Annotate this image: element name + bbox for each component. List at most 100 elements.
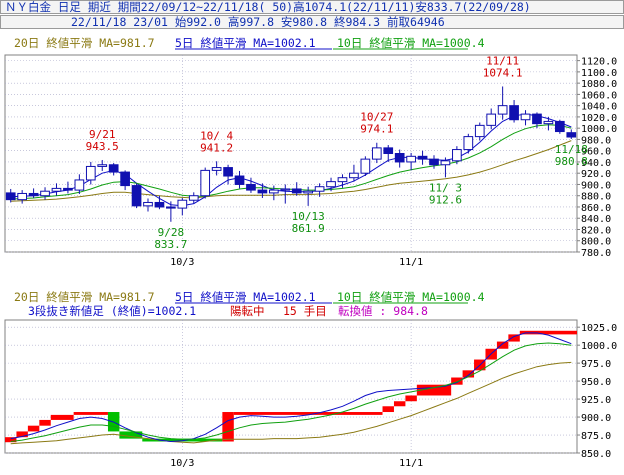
candle-y-tick-label: 800.0 [581, 237, 611, 248]
candle-annotation-high: 941.2 [200, 141, 233, 154]
candle-y-tick-label: 980.0 [581, 135, 611, 146]
tlb-brick-up [405, 395, 417, 402]
tlb-brick-up [5, 437, 17, 443]
candle-body [40, 190, 50, 197]
tlb-legend-ma20: 20日 終値平滑 MA=981.7 [14, 290, 155, 304]
chart-canvas[interactable]: 780.0800.0820.0840.0860.0880.0900.0920.0… [0, 30, 624, 475]
candle-body [371, 147, 382, 160]
candle-y-tick-label: 1080.0 [581, 79, 617, 90]
tlb-brick-up [416, 384, 452, 396]
tlb-brick-up [222, 412, 234, 442]
tlb-line-ma10 [10, 342, 572, 442]
candle-y-tick-label: 1100.0 [581, 68, 617, 79]
candle-body [520, 113, 531, 121]
tlb-info-reversal: 転換値 : 984.8 [338, 304, 428, 318]
candle-annotation-low: 11/ 3 [429, 181, 462, 194]
candle-body [452, 149, 462, 162]
tlb-brick-up [393, 401, 406, 407]
candle-annotation-low: 9/28 [158, 226, 185, 239]
candle-y-tick-label: 1040.0 [581, 102, 617, 113]
tlb-y-tick-label: 950.0 [581, 377, 611, 388]
candle-annotation-low: 833.7 [154, 238, 187, 251]
tlb-brick-up [496, 341, 509, 349]
tlb-info-step: 15 手目 [283, 304, 327, 318]
candle-legend-ma5: 5日 終値平滑 MA=1002.1 [175, 36, 316, 50]
tlb-brick-up [519, 330, 577, 335]
candle-x-tick-label: 11/1 [399, 257, 423, 268]
candle-body [63, 187, 73, 191]
candle-line-ma10 [10, 124, 572, 200]
tlb-y-tick-label: 850.0 [581, 449, 611, 460]
candle-body [291, 188, 302, 194]
tlb-brick-up [39, 419, 51, 426]
candle-body [497, 105, 508, 115]
candle-body [17, 192, 28, 201]
candle-annotation-low: 912.6 [429, 193, 462, 206]
candle-body [394, 153, 405, 163]
candle-legend-ma10: 10日 終値平滑 MA=1000.4 [337, 36, 485, 50]
candle-body [234, 175, 245, 185]
candle-y-tick-label: 1060.0 [581, 90, 617, 101]
candle-body [143, 201, 153, 207]
tlb-brick-up [382, 406, 394, 413]
tlb-legend-ma5: 5日 終値平滑 MA=1002.1 [175, 290, 316, 304]
tlb-line-ma20 [10, 361, 572, 445]
tlb-y-tick-label: 900.0 [581, 413, 611, 424]
candle-plot-area [4, 54, 578, 253]
candle-annotation-low: 11/18 [555, 143, 588, 156]
candle-y-tick-label: 1020.0 [581, 113, 617, 124]
candle-body [543, 120, 554, 125]
candle-body [200, 169, 211, 197]
candle-annotation-high: 11/11 [486, 54, 519, 67]
tlb-x-tick-label: 10/3 [170, 458, 194, 469]
candle-body [349, 172, 359, 179]
tlb-y-tick-label: 975.0 [581, 359, 611, 370]
candle-y-tick-label: 1000.0 [581, 124, 617, 135]
candle-body [154, 201, 165, 208]
tlb-y-tick-label: 1000.0 [581, 341, 617, 352]
candle-body [223, 167, 233, 177]
candle-legend-ma20: 20日 終値平滑 MA=981.7 [14, 36, 155, 50]
header-latest-bar: 22/11/18 23/01 始992.0 高997.8 安980.8 終984… [0, 15, 624, 29]
candle-body [509, 105, 519, 121]
candle-body [280, 188, 291, 191]
candle-body [257, 189, 268, 194]
candle-body [303, 190, 314, 194]
header-title-line: ＮＹ白金 日足 期近 期間22/09/12~22/11/18( 50)高1074… [5, 0, 531, 14]
candle-x-tick-label: 10/3 [170, 257, 194, 268]
candle-annotation-low: 10/13 [292, 210, 325, 223]
candle-body [74, 179, 85, 191]
tlb-x-tick-label: 11/1 [399, 458, 423, 469]
candle-body [166, 206, 176, 209]
candle-body [383, 147, 394, 155]
tlb-brick-up [27, 425, 40, 432]
candle-body [97, 164, 108, 167]
tlb-brick-down [119, 431, 143, 439]
candle-annotation-high: 10/27 [360, 111, 393, 124]
tlb-y-tick-label: 1025.0 [581, 323, 617, 334]
header-summary: ＮＹ白金 日足 期近 期間22/09/12~22/11/18( 50)高1074… [0, 0, 624, 14]
candle-body [268, 189, 279, 194]
tlb-brick-up [462, 370, 475, 378]
candle-body [554, 120, 565, 133]
candle-body [314, 186, 325, 192]
candle-y-tick-label: 1120.0 [581, 57, 617, 68]
tlb-line-ma5 [10, 332, 572, 443]
candle-y-tick-label: 960.0 [581, 147, 611, 158]
tlb-y-tick-label: 875.0 [581, 431, 611, 442]
candle-body [120, 171, 130, 187]
candle-body [532, 113, 542, 125]
candle-body [440, 160, 451, 166]
candle-body [211, 167, 222, 171]
tlb-brick-up [50, 414, 74, 420]
tlb-brick-up [451, 377, 463, 385]
candle-body [28, 192, 39, 197]
tlb-brick-down [142, 438, 223, 442]
candle-body [463, 136, 474, 151]
candle-annotation-high: 943.5 [86, 140, 119, 153]
candle-y-tick-label: 940.0 [581, 158, 611, 169]
candle-body [108, 164, 119, 173]
candle-body [326, 181, 336, 188]
candle-y-tick-label: 840.0 [581, 214, 611, 225]
